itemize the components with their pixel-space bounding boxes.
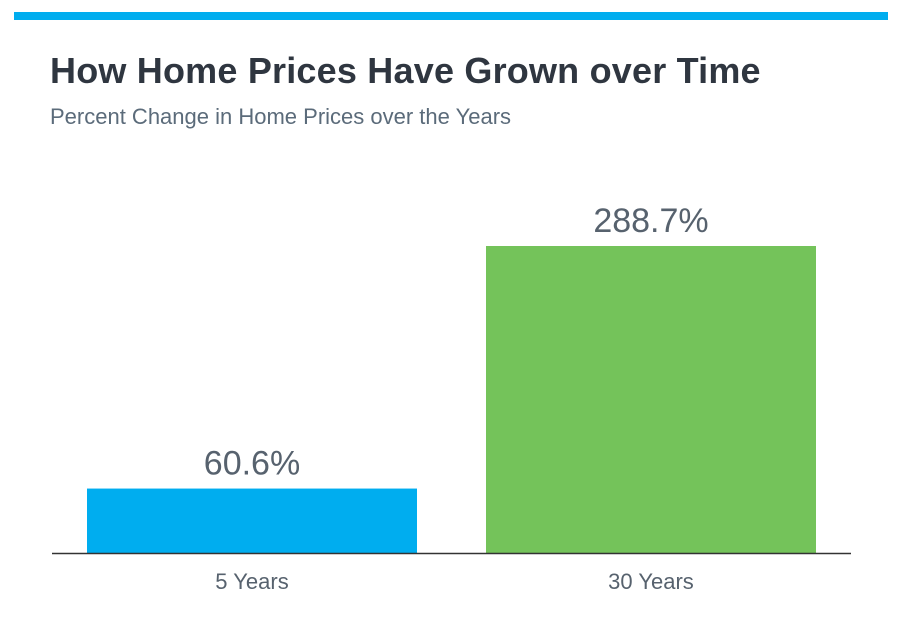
bar-5-years xyxy=(87,488,417,553)
data-label: 288.7% xyxy=(593,202,708,240)
x-tick-label: 5 Years xyxy=(215,569,288,594)
chart-subtitle: Percent Change in Home Prices over the Y… xyxy=(50,104,512,129)
bar-30-years xyxy=(486,246,816,553)
chart-title: How Home Prices Have Grown over Time xyxy=(50,50,761,91)
data-label: 60.6% xyxy=(204,445,300,483)
top-accent-bar xyxy=(14,12,888,20)
x-tick-label: 30 Years xyxy=(608,569,694,594)
